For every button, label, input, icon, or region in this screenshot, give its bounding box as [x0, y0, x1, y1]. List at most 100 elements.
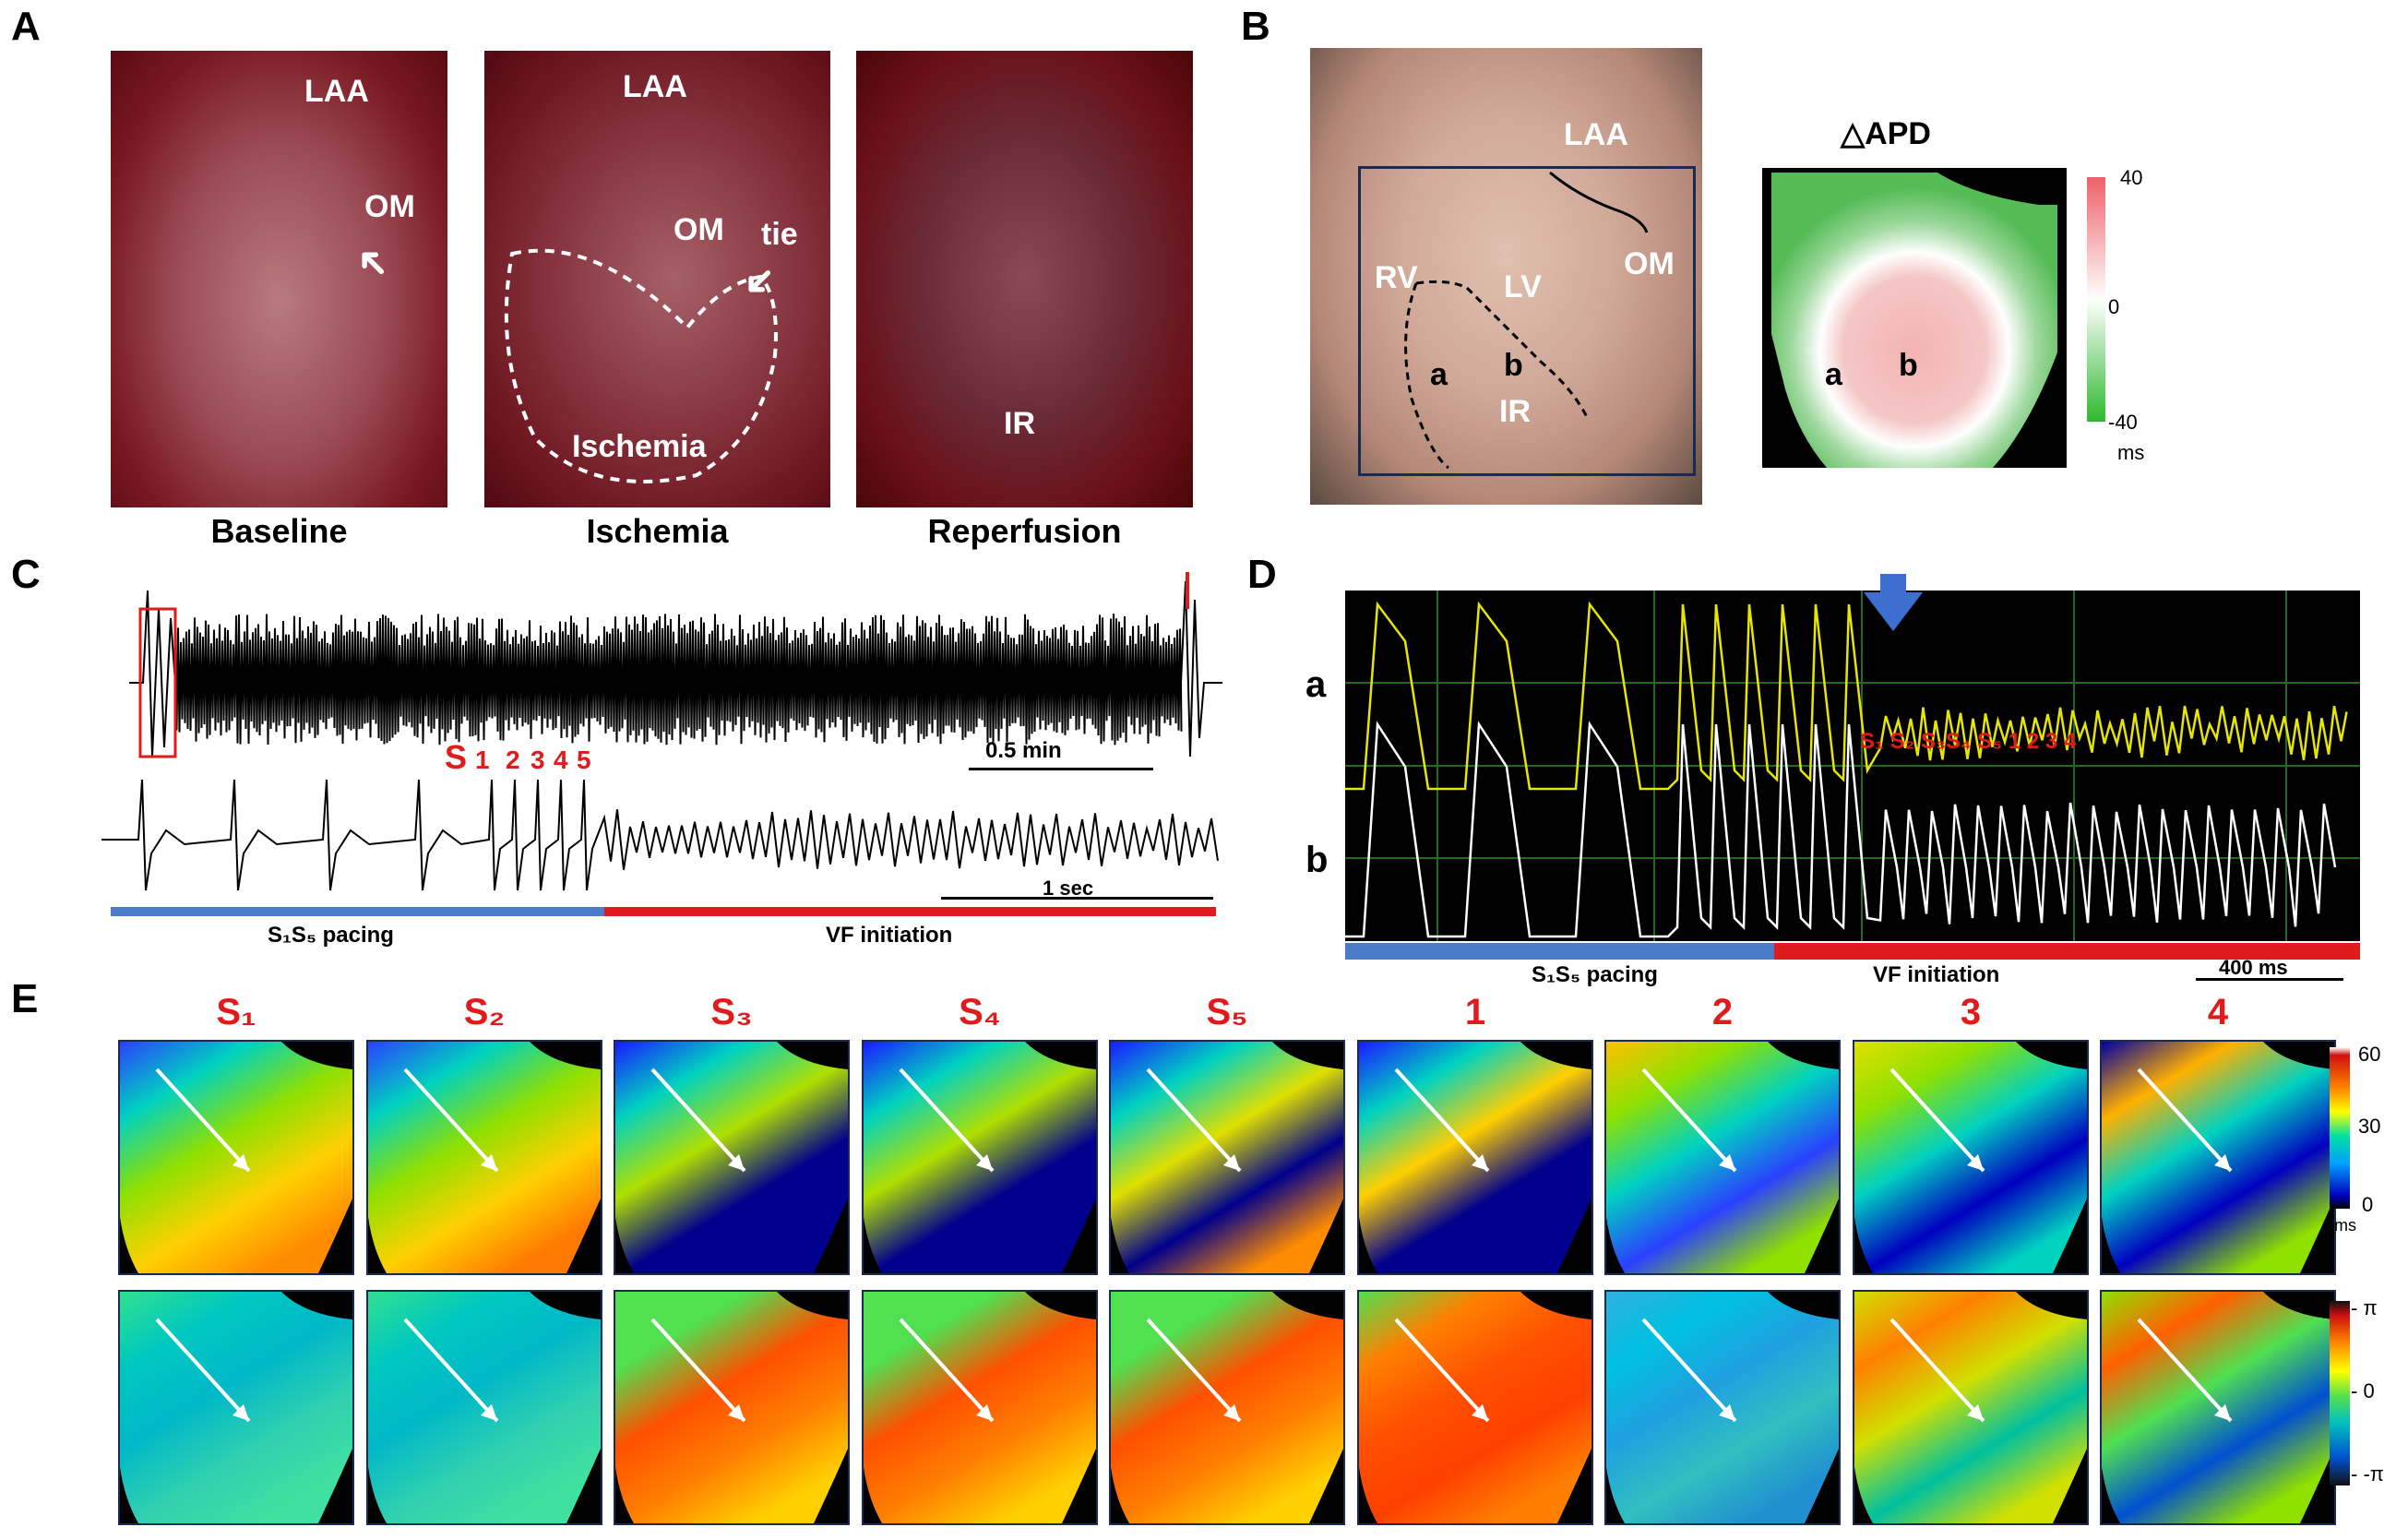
- phase-max: - π: [2351, 1296, 2378, 1319]
- colorbar-min: -40: [2108, 411, 2138, 434]
- photo-baseline: LAA OM ➜: [111, 51, 447, 507]
- activation-map-frame-5: [1109, 1040, 1345, 1275]
- phase-colorbar: [2330, 1301, 2350, 1485]
- phase-map-frame-1: [118, 1290, 354, 1525]
- phase-mid: - 0: [2351, 1379, 2375, 1402]
- label-om: OM: [674, 212, 724, 247]
- caption-ischemia: Ischemia: [586, 512, 729, 550]
- frame-title-8: 3: [1960, 992, 1982, 1032]
- ecg-detail-trace: [101, 779, 1219, 891]
- scale-label-d: 400 ms: [2219, 956, 2288, 979]
- label-ischemia: Ischemia: [572, 429, 707, 464]
- panel-b-letter: B: [1241, 4, 1270, 49]
- stim-5: 5: [577, 746, 591, 774]
- down-arrow-stem: [1880, 574, 1906, 594]
- panel-d-letter: D: [1247, 552, 1277, 597]
- optical-traces-panel: S₁ S₂ S₃S₄ S₅ 1 2 3 4: [1345, 591, 2360, 941]
- colorbar-mid: 0: [2108, 295, 2120, 318]
- frame-title-2: S₂: [463, 992, 506, 1032]
- phase-min: - -π: [2351, 1462, 2384, 1485]
- phase-map-frame-8: [1853, 1290, 2089, 1525]
- stim-2: 2: [506, 746, 520, 774]
- stim-3: 3: [530, 746, 545, 774]
- phase-map-frame-6: [1357, 1290, 1593, 1525]
- act-max: 60: [2358, 1043, 2381, 1066]
- activation-map-frame-6: [1357, 1040, 1593, 1275]
- phase-map-frame-7: [1604, 1290, 1841, 1525]
- activation-map-frame-2: [366, 1040, 602, 1275]
- scale-label-bottom: 1 sec: [1043, 877, 1094, 900]
- frame-title-5: S₅: [1206, 992, 1248, 1032]
- label-tie: tie: [761, 217, 798, 252]
- vf-label-d: VF initiation: [1873, 962, 2000, 987]
- photo-reperfusion: IR: [856, 51, 1193, 507]
- delta-apd-map: a b: [1762, 168, 2067, 468]
- stim-4: 4: [554, 746, 568, 774]
- delta-apd-title: △APD: [1841, 116, 1931, 151]
- label-point-b: b: [1504, 348, 1523, 383]
- activation-map-frame-9: [2100, 1040, 2336, 1275]
- scale-bar-top: [969, 768, 1153, 770]
- vf-label: VF initiation: [826, 923, 953, 948]
- label-ir: IR: [1004, 406, 1035, 441]
- frame-title-7: 2: [1711, 992, 1734, 1032]
- stim-labels-d: S₁ S₂ S₃S₄ S₅ 1 2 3 4: [1860, 729, 2077, 754]
- frame-title-9: 4: [2207, 992, 2229, 1032]
- caption-reperfusion: Reperfusion: [927, 512, 1122, 550]
- label-point-a: a: [1430, 357, 1448, 392]
- map-point-a: a: [1825, 357, 1842, 392]
- label-om: OM: [364, 189, 415, 224]
- label-laa: LAA: [1564, 117, 1628, 152]
- ischemia-outline: [504, 248, 778, 483]
- act-mid: 30: [2358, 1115, 2381, 1138]
- act-unit: ms: [2334, 1216, 2356, 1235]
- pacing-label-d: S₁S₅ pacing: [1532, 962, 1658, 987]
- frame-title-3: S₃: [710, 992, 753, 1032]
- panel-a-letter: A: [11, 4, 41, 49]
- trace-label-a: a: [1305, 664, 1327, 705]
- phase-map-frame-9: [2100, 1290, 2336, 1525]
- photo-ischemia: LAA OM tie ➜ Ischemia: [484, 51, 830, 507]
- mapping-region-box: [1358, 166, 1696, 476]
- scale-label-top: 0.5 min: [985, 738, 1062, 763]
- scale-bar-d: [2196, 978, 2343, 981]
- ecg-overview-trace: [129, 572, 1222, 758]
- label-om: OM: [1624, 246, 1675, 281]
- activation-map-frame-1: [118, 1040, 354, 1275]
- pacing-bar-d: [1345, 943, 1774, 960]
- activation-map-frame-7: [1604, 1040, 1841, 1275]
- down-arrow-icon: [1864, 592, 1923, 631]
- label-ir: IR: [1499, 394, 1531, 429]
- pacing-label: S₁S₅ pacing: [268, 923, 394, 948]
- activation-map-frame-3: [614, 1040, 850, 1275]
- scale-bar-bottom: [941, 897, 1213, 900]
- panel-e-letter: E: [11, 976, 39, 1021]
- label-lv: LV: [1504, 269, 1542, 304]
- apd-colorbar: [2087, 177, 2105, 422]
- colorbar-max: 40: [2120, 166, 2143, 189]
- stim-prefix: S: [445, 738, 468, 776]
- trace-label-b: b: [1305, 840, 1329, 880]
- stim-1: 1: [475, 746, 490, 774]
- frame-title-6: 1: [1464, 992, 1486, 1032]
- frame-title-4: S₄: [959, 992, 1001, 1032]
- colorbar-unit: ms: [2117, 441, 2145, 464]
- caption-baseline: Baseline: [210, 512, 348, 550]
- pacing-bar: [111, 907, 604, 916]
- label-rv: RV: [1375, 260, 1418, 295]
- vf-bar-d: [1774, 943, 2360, 960]
- phase-map-frame-3: [614, 1290, 850, 1525]
- activation-map-frame-8: [1853, 1040, 2089, 1275]
- phase-map-frame-5: [1109, 1290, 1345, 1525]
- vf-bar: [604, 907, 1216, 916]
- panel-c-letter: C: [11, 552, 41, 597]
- act-min: 0: [2362, 1193, 2374, 1216]
- activation-map-frame-4: [862, 1040, 1098, 1275]
- ir-outline: [1404, 171, 1649, 470]
- phase-map-frame-4: [862, 1290, 1098, 1525]
- phase-map-frame-2: [366, 1290, 602, 1525]
- label-laa: LAA: [623, 69, 687, 104]
- map-point-b: b: [1899, 348, 1918, 383]
- activation-colorbar: [2330, 1047, 2350, 1209]
- frame-title-1: S₁: [216, 992, 256, 1032]
